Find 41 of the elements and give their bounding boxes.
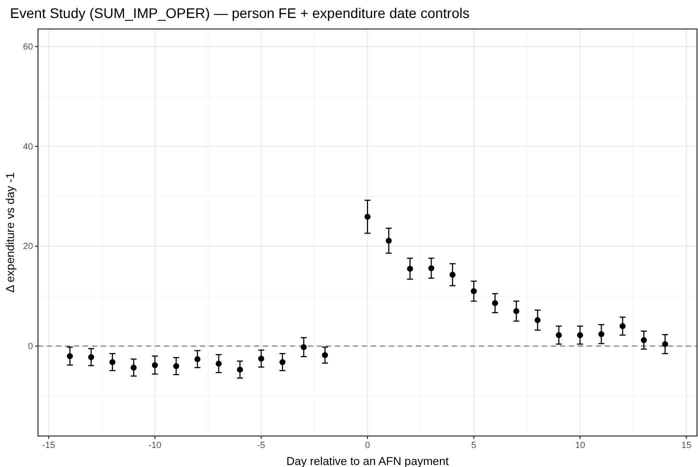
point <box>620 323 626 330</box>
y-tick-label: 20 <box>22 241 33 252</box>
x-tick-label: 15 <box>681 440 692 450</box>
point <box>386 238 392 244</box>
point <box>450 272 456 278</box>
point <box>598 331 604 338</box>
point <box>194 356 200 362</box>
y-tick-label: 40 <box>22 141 33 152</box>
y-tick-label: 0 <box>28 341 33 352</box>
x-tick-label: 0 <box>364 440 370 450</box>
point <box>300 344 307 350</box>
point <box>173 363 180 370</box>
point <box>152 362 158 368</box>
chart-title: Event Study (SUM_IMP_OPER) — person FE + expenditure date controls <box>10 5 470 21</box>
x-tick-label: 5 <box>471 440 476 450</box>
point <box>492 300 498 306</box>
point <box>258 356 264 362</box>
point <box>88 354 94 360</box>
x-tick-label: -10 <box>148 440 162 450</box>
point <box>407 266 414 272</box>
point <box>130 364 137 371</box>
point <box>364 214 370 220</box>
point <box>640 337 647 344</box>
point <box>513 308 520 314</box>
y-axis-title: Δ expenditure vs day -1 <box>5 172 17 293</box>
x-tick-label: -5 <box>257 440 266 450</box>
y-tick-label: 60 <box>22 41 33 52</box>
point <box>216 360 222 367</box>
point <box>662 341 668 348</box>
x-tick-label: -15 <box>42 440 56 450</box>
point <box>279 359 286 366</box>
point <box>66 353 73 360</box>
point <box>109 359 116 366</box>
x-tick-label: 10 <box>575 440 586 450</box>
point <box>428 265 434 272</box>
point <box>236 366 243 373</box>
point <box>556 332 562 338</box>
point <box>322 352 328 358</box>
point <box>577 332 584 338</box>
point <box>534 317 541 324</box>
point <box>470 288 477 294</box>
